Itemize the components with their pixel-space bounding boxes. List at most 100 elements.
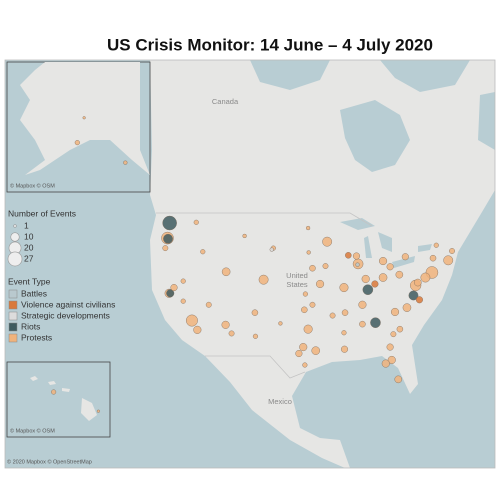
event-bubble xyxy=(420,272,431,283)
legend-type-label: Riots xyxy=(21,321,40,331)
event-bubble xyxy=(258,274,269,285)
event-bubble xyxy=(402,303,412,312)
event-bubble xyxy=(251,309,259,316)
map-label: Canada xyxy=(212,97,239,106)
event-bubble xyxy=(221,267,231,277)
event-bubble xyxy=(396,325,404,333)
map-label: United xyxy=(286,271,308,280)
event-bubble xyxy=(180,278,186,284)
event-bubble xyxy=(341,330,347,336)
event-bubble xyxy=(359,320,366,328)
event-bubble xyxy=(352,252,360,260)
event-bubble xyxy=(166,289,175,298)
event-bubble xyxy=(339,283,349,293)
event-bubble xyxy=(390,307,400,316)
event-bubble xyxy=(449,248,455,254)
event-bubble xyxy=(387,355,396,365)
event-bubble xyxy=(306,250,311,255)
event-bubble xyxy=(221,320,230,329)
event-bubble xyxy=(341,345,349,353)
event-bubble xyxy=(443,255,454,266)
event-bubble xyxy=(309,301,316,308)
great-lakes xyxy=(340,218,432,268)
event-bubble xyxy=(162,215,177,231)
legend-type-label: Strategic developments xyxy=(21,310,110,320)
event-bubble xyxy=(200,249,206,255)
event-bubble xyxy=(311,346,320,355)
map-label: Mexico xyxy=(268,397,292,406)
event-bubble xyxy=(301,306,308,314)
base-map xyxy=(4,59,496,469)
map-frame xyxy=(4,59,496,469)
event-bubble xyxy=(386,343,394,351)
event-bubble xyxy=(371,280,379,288)
event-bubble xyxy=(180,298,186,304)
title: US Crisis Monitor: 14 June – 4 July 2020 xyxy=(107,35,433,54)
event-bubble xyxy=(228,330,235,337)
legend-swatch xyxy=(8,300,18,310)
event-bubble xyxy=(302,362,308,368)
event-bubble xyxy=(362,284,374,295)
event-bubble xyxy=(193,219,199,225)
attribution: © Mapbox © OSM xyxy=(10,427,55,434)
event-bubble xyxy=(51,389,57,395)
legend-title: Event Type xyxy=(8,276,51,286)
event-bubble xyxy=(329,312,336,319)
event-bubble xyxy=(162,245,169,252)
map-label: States xyxy=(286,280,308,289)
legend-swatch xyxy=(8,289,18,299)
event-bubble xyxy=(322,236,333,247)
legend-size xyxy=(7,251,23,267)
event-bubble xyxy=(163,233,173,244)
event-bubble xyxy=(415,296,423,304)
event-bubble xyxy=(345,252,352,259)
event-bubble xyxy=(341,309,349,316)
event-bubble xyxy=(193,325,202,334)
legend-type-label: Violence against civilians xyxy=(21,299,115,309)
attribution: © Mapbox © OSM xyxy=(10,182,55,189)
event-bubble xyxy=(269,247,274,252)
event-bubble xyxy=(390,331,397,338)
event-bubble xyxy=(395,270,404,279)
legend-swatch xyxy=(8,311,18,321)
event-bubble xyxy=(386,263,394,271)
border xyxy=(156,212,373,379)
event-bubble xyxy=(361,274,370,283)
legend-swatch xyxy=(8,333,18,343)
hawaii-inset xyxy=(6,361,111,438)
legend-title: Number of Events xyxy=(8,208,76,218)
legend-type-label: Protests xyxy=(21,332,52,342)
event-bubble xyxy=(322,263,329,269)
event-bubble xyxy=(370,317,381,328)
event-bubble xyxy=(429,254,437,262)
events xyxy=(51,116,455,413)
event-bubble xyxy=(205,301,212,308)
event-bubble xyxy=(379,257,388,266)
event-bubble xyxy=(242,233,247,239)
event-bubble xyxy=(96,409,100,413)
hawaii-land xyxy=(30,376,97,421)
event-bubble xyxy=(252,333,258,339)
atlantic xyxy=(292,190,495,468)
event-bubble xyxy=(302,291,308,297)
event-bubble xyxy=(381,359,390,368)
event-bubble xyxy=(299,343,308,352)
event-bubble xyxy=(355,262,360,267)
legend-type-label: Battles xyxy=(21,288,47,298)
arctic xyxy=(250,60,495,150)
legend-size xyxy=(13,224,17,228)
attribution: © 2020 Mapbox © OpenStreetMap xyxy=(7,458,92,465)
event-bubble xyxy=(185,314,198,327)
event-bubble xyxy=(316,279,325,289)
event-bubble xyxy=(378,273,388,282)
legend-size-label: 20 xyxy=(24,242,34,252)
event-bubble xyxy=(309,264,316,272)
event-bubble xyxy=(278,321,283,326)
event-bubble xyxy=(123,160,128,165)
legend-size xyxy=(10,232,20,242)
hudson-bay xyxy=(340,100,410,172)
event-bubble xyxy=(394,375,403,384)
event-bubble xyxy=(408,290,419,301)
event-bubble xyxy=(303,324,313,334)
